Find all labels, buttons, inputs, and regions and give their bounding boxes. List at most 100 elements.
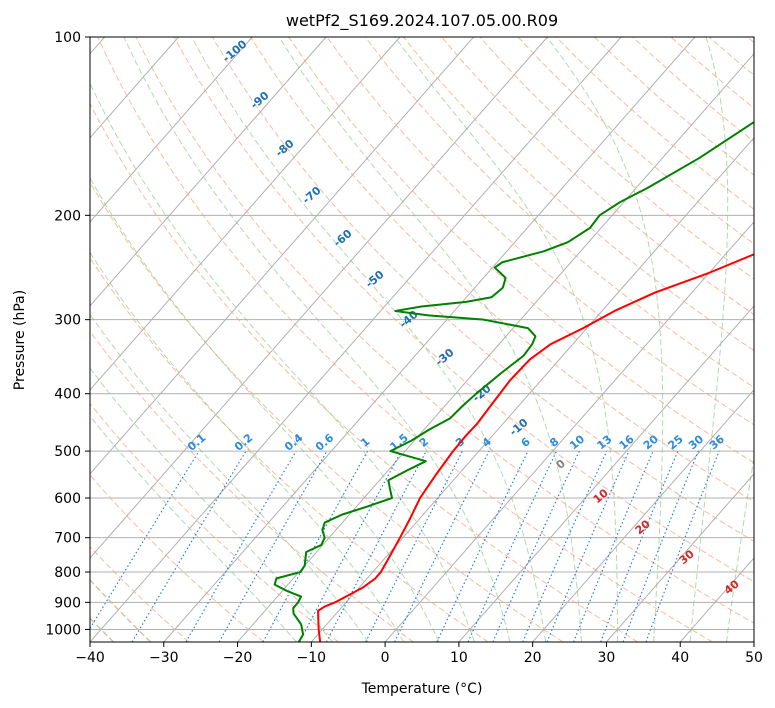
plot-frame: [89, 36, 755, 643]
dry-adiabat-line: [90, 402, 339, 642]
moist-adiabat-line: [90, 415, 297, 642]
x-tick-label: −10: [297, 650, 327, 666]
y-tick-label: 800: [54, 565, 81, 581]
moist-adiabat-label: 40: [722, 577, 742, 597]
mixing-ratio-label: 10: [567, 432, 587, 452]
x-tick-label: 20: [524, 650, 542, 666]
moist-adiabat-line: [90, 82, 475, 642]
mixing-ratio-label: 8: [547, 435, 561, 450]
mixing-ratio-line: [394, 450, 490, 642]
mixing-ratio-line: [365, 450, 463, 642]
dry-adiabat-line: [288, 37, 754, 464]
chart-title: wetPf2_S169.2024.107.05.00.R09: [286, 11, 558, 31]
axis-ticks: −40 −30 −20 −10 0 10 20 30 40 5010009008007006005…: [45, 30, 763, 666]
mixing-ratio-label: 0.6: [313, 431, 337, 454]
y-tick-label: 600: [54, 491, 81, 507]
isotherm-line: [458, 305, 754, 642]
isotherm-line: [90, 37, 474, 475]
moist-adiabat-line: [394, 37, 619, 642]
mixing-ratio-label: 30: [686, 432, 706, 452]
mixing-ratio-line: [325, 450, 427, 642]
dry-adiabat-label: -100: [220, 37, 250, 65]
isotherm-line: [532, 389, 754, 642]
mixing-ratio-line: [90, 450, 200, 630]
dry-adiabat-line: [90, 102, 639, 642]
y-tick-label: 900: [54, 595, 81, 611]
mixing-ratio-label: 20: [641, 432, 661, 452]
moist-adiabat-line: [278, 37, 583, 642]
moist-adiabat-line: [90, 579, 152, 642]
isotherm-line: [753, 641, 754, 642]
mixing-ratio-line: [262, 450, 369, 642]
dry-adiabat-line: [708, 37, 754, 76]
moist-adiabat-line: [90, 251, 405, 642]
temperature-profile: [317, 253, 754, 642]
mixing-ratio-label: 6: [519, 435, 533, 450]
x-tick-label: 10: [450, 650, 468, 666]
dry-adiabat-line: [364, 37, 754, 389]
moist-adiabat-line: [191, 37, 547, 642]
isotherm-line: [90, 37, 548, 559]
isotherm-line: [237, 52, 754, 642]
x-tick-label: 50: [745, 650, 763, 666]
mixing-ratio-line: [645, 450, 720, 642]
dry-adiabat-label: -30: [433, 346, 457, 369]
dry-adiabat-line: [90, 330, 414, 642]
moist-adiabat-line: [689, 37, 729, 642]
moist-adiabat-line: [546, 37, 664, 642]
mixing-ratio-line: [218, 450, 328, 642]
dry-adiabat-line: [517, 37, 754, 245]
background-lines: [90, 37, 754, 642]
isotherm-line: [90, 37, 253, 223]
moist-adiabat-line: [123, 37, 511, 642]
dry-adiabat-line: [326, 37, 754, 426]
dry-adiabat-line: [555, 37, 754, 210]
dry-adiabat-line: [90, 181, 564, 642]
dry-adiabat-label: -90: [248, 89, 272, 112]
y-tick-label: 400: [54, 387, 81, 403]
y-axis-label: Pressure (hPa): [12, 290, 28, 390]
y-tick-label: 300: [54, 313, 81, 329]
mixing-ratio-label: 0.2: [232, 431, 255, 453]
mixing-ratio-line: [185, 450, 297, 642]
dewpoint-profile: [273, 121, 754, 642]
moist-adiabat-label: 30: [677, 547, 697, 567]
moist-adiabat-line: [90, 367, 333, 642]
dry-adiabat-line: [747, 37, 754, 44]
isotherm-line: [90, 37, 327, 307]
dry-adiabat-line: [135, 37, 754, 624]
dry-adiabat-label: -10: [507, 416, 531, 439]
x-tick-label: −40: [75, 650, 105, 666]
mixing-ratio-line: [522, 450, 608, 642]
dry-adiabat-label: -70: [300, 184, 324, 207]
isotherm-line: [90, 37, 622, 642]
dry-adiabat-line: [90, 546, 190, 642]
y-tick-label: 1000: [45, 622, 81, 638]
y-tick-label: 700: [54, 531, 81, 547]
dry-adiabat-line: [441, 37, 754, 316]
dry-adiabat-line: [211, 37, 754, 542]
dry-adiabat-label: -60: [331, 227, 355, 250]
y-tick-label: 200: [54, 208, 81, 224]
moist-adiabat-line: [726, 454, 754, 642]
dry-adiabat-line: [90, 474, 265, 642]
dry-adiabat-line: [479, 37, 754, 280]
x-tick-label: −30: [149, 650, 179, 666]
moist-adiabat-line: [90, 176, 440, 642]
dry-adiabat-label: -20: [470, 382, 494, 405]
dry-adiabat-line: [403, 37, 754, 352]
x-tick-label: −20: [223, 650, 253, 666]
mixing-ratio-label: 16: [617, 432, 637, 452]
mixing-ratio-line: [546, 450, 630, 642]
mixing-ratio-line: [492, 450, 580, 642]
dry-adiabat-label: -50: [363, 268, 387, 291]
mixing-ratio-line: [299, 450, 402, 642]
x-tick-label: 30: [598, 650, 616, 666]
mixing-ratio-line: [600, 450, 679, 642]
dry-adiabat-line: [250, 37, 754, 503]
x-tick-label: 40: [671, 650, 689, 666]
x-axis-label: Temperature (°C): [361, 681, 483, 697]
isotherm-line: [606, 473, 754, 642]
dry-adiabat-line: [97, 37, 713, 642]
